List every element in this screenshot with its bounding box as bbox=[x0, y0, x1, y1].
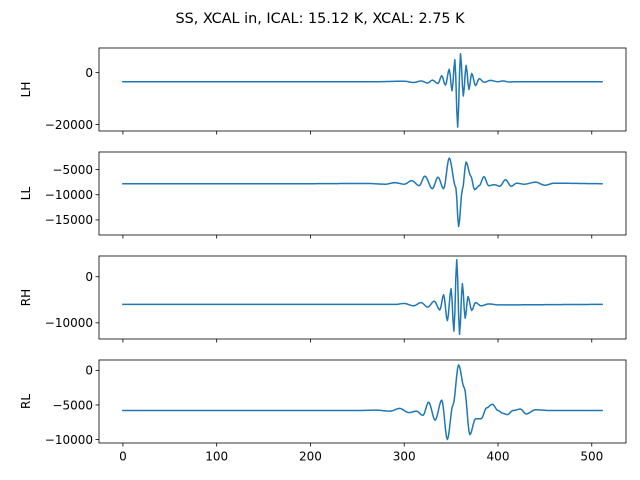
x-tick-label: 100 bbox=[205, 450, 228, 464]
y-tick-label: 0 bbox=[85, 270, 93, 284]
y-tick-label: −15000 bbox=[45, 213, 93, 227]
series-line bbox=[122, 157, 603, 228]
axes-frame bbox=[98, 151, 627, 236]
y-tick-label: −10000 bbox=[45, 316, 93, 330]
x-tick-label: 500 bbox=[580, 450, 603, 464]
y-tick-label: −5000 bbox=[52, 163, 93, 177]
y-tick-label: −20000 bbox=[45, 118, 93, 132]
axes-frame bbox=[98, 359, 627, 444]
y-axis-label: RH bbox=[19, 289, 33, 306]
x-tick-label: 300 bbox=[393, 450, 416, 464]
subplot-ll: −5000 −10000 −15000 LL bbox=[19, 151, 627, 239]
x-tick-label: 200 bbox=[299, 450, 322, 464]
x-tick-label: 400 bbox=[487, 450, 510, 464]
y-axis-label: LH bbox=[19, 82, 33, 98]
axes-frame bbox=[98, 255, 627, 340]
series-line bbox=[122, 52, 603, 128]
x-tick-label: 0 bbox=[119, 450, 127, 464]
subplot-rl: 0 −5000 −10000 0 100 200 300 400 500 RL bbox=[19, 359, 627, 464]
subplot-lh: 0 −20000 LH bbox=[19, 47, 627, 135]
series-line bbox=[122, 258, 603, 336]
y-tick-label: −5000 bbox=[52, 398, 93, 412]
series-line bbox=[122, 364, 603, 441]
y-axis-label: RL bbox=[19, 394, 33, 409]
subplot-stack: 0 −20000 LH −5000 −10000 −15000 LL 0 −10000 RH 0 −5… bbox=[19, 47, 627, 464]
subplot-rh: 0 −10000 RH bbox=[19, 255, 627, 343]
y-tick-label: 0 bbox=[85, 364, 93, 378]
y-tick-label: 0 bbox=[85, 66, 93, 80]
y-tick-label: −10000 bbox=[45, 433, 93, 447]
y-tick-label: −10000 bbox=[45, 188, 93, 202]
figure-title: SS, XCAL in, ICAL: 15.12 K, XCAL: 2.75 K bbox=[175, 11, 465, 27]
axes-frame bbox=[98, 47, 627, 132]
y-axis-label: LL bbox=[19, 187, 33, 201]
